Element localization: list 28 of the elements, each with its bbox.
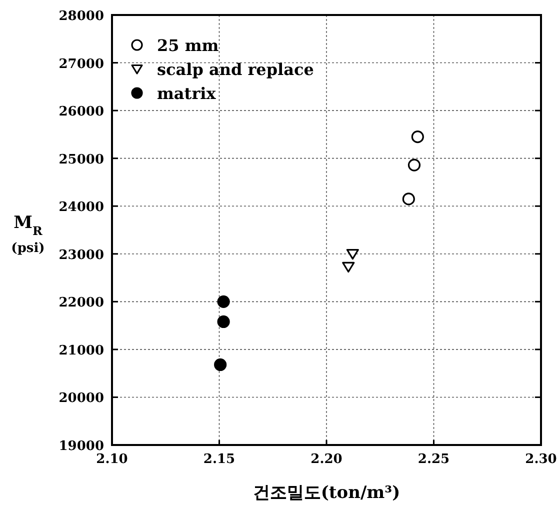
- legend-label: 25 mm: [157, 36, 219, 55]
- y-tick-label: 23000: [58, 248, 104, 263]
- x-tick-label: 2.25: [418, 452, 450, 467]
- x-tick-label: 2.30: [525, 452, 557, 467]
- point: [346, 248, 359, 260]
- y-tick-label: 24000: [58, 200, 104, 216]
- y-axis-title: M$_{R}$ (psi): [11, 213, 45, 256]
- y-tick-label: 27000: [58, 56, 104, 72]
- y-tick-label: 28000: [58, 9, 104, 24]
- point: [217, 295, 230, 308]
- legend-label: scalp and replace: [157, 60, 314, 79]
- y-tick-label: 26000: [58, 104, 104, 120]
- x-tick-label: 2.10: [96, 452, 128, 467]
- point: [408, 158, 421, 172]
- y-tick-label: 20000: [58, 391, 104, 406]
- y-tick-label: 22000: [58, 296, 104, 311]
- y-tick-label: 25000: [58, 152, 104, 168]
- x-tick-label: 2.15: [203, 452, 236, 467]
- point: [342, 262, 355, 273]
- legend-label: matrix: [157, 84, 216, 103]
- point: [411, 130, 424, 144]
- point: [214, 358, 227, 372]
- x-axis-title: 건조밀도(ton/m³): [252, 483, 400, 503]
- point: [217, 315, 230, 328]
- y-tick-label: 19000: [58, 439, 104, 454]
- point: [402, 192, 415, 206]
- y-tick-label: 21000: [58, 343, 104, 358]
- x-tick-label: 2.20: [310, 452, 342, 467]
